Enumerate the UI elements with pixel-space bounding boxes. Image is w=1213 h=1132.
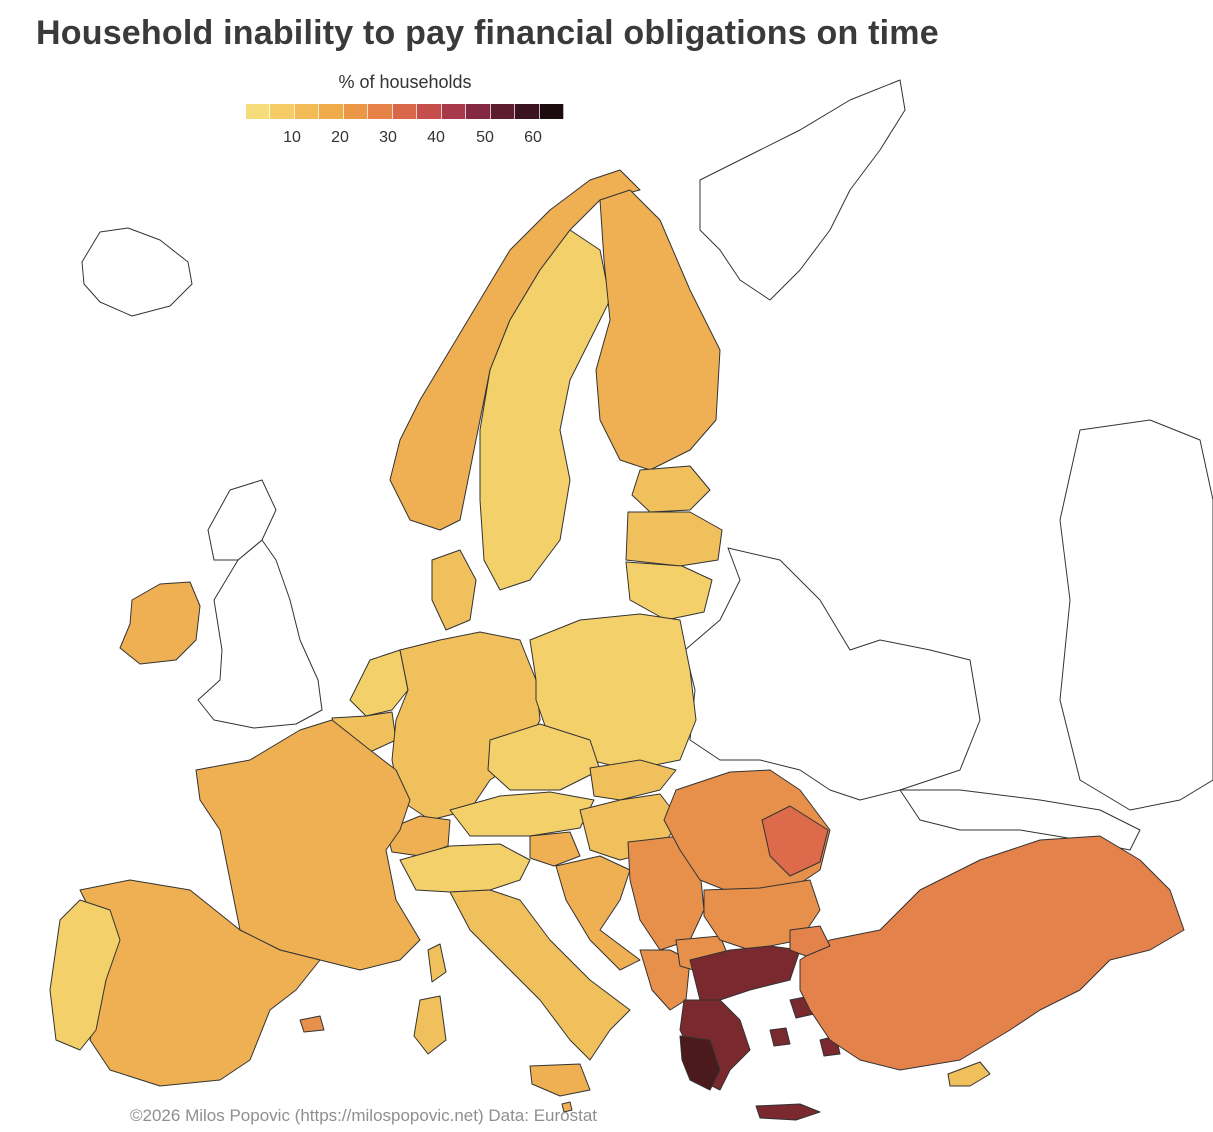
map-title: Household inability to pay financial obl… — [36, 14, 939, 52]
region-russia-north — [699, 79, 906, 301]
legend-tick: 10 — [283, 129, 301, 146]
region-croatia — [555, 855, 641, 971]
legend-swatch — [392, 104, 418, 119]
region-lithuania — [625, 561, 713, 621]
legend-swatch — [441, 104, 467, 119]
region-latvia — [625, 511, 723, 567]
legend-tick: 20 — [331, 129, 349, 146]
region-slovakia — [589, 759, 677, 801]
region-iceland — [81, 227, 193, 317]
region-romania-southeast — [761, 805, 829, 877]
region-germany — [391, 631, 541, 821]
region-slovenia — [529, 831, 581, 867]
region-cyprus — [947, 1061, 991, 1087]
region-ireland — [119, 581, 201, 665]
region-sardinia — [413, 995, 447, 1055]
region-estonia — [631, 465, 711, 513]
legend-swatch — [270, 104, 295, 119]
legend-swatch — [490, 104, 516, 119]
legend-tick: 30 — [379, 129, 397, 146]
region-balearic — [299, 1015, 325, 1033]
region-malta — [561, 1101, 573, 1113]
region-uk — [197, 539, 323, 729]
region-turkey-europe — [789, 925, 831, 957]
legend-swatch — [466, 104, 491, 119]
region-sweden — [479, 229, 611, 591]
region-caucasus-nodata — [899, 789, 1141, 851]
legend-swatch — [368, 104, 393, 119]
region-czechia — [487, 723, 601, 791]
legend-swatch — [515, 104, 540, 119]
region-netherlands — [349, 649, 409, 717]
legend-tick: 40 — [427, 129, 445, 146]
region-sicily — [529, 1063, 591, 1097]
region-italy-north — [399, 843, 531, 893]
legend-swatch — [417, 104, 442, 119]
region-finland — [595, 189, 721, 471]
region-scotland — [207, 479, 277, 561]
legend-swatch — [343, 104, 369, 119]
legend-swatch — [294, 104, 320, 119]
legend-swatch — [539, 104, 565, 119]
legend-swatch — [319, 104, 344, 119]
legend-swatch — [246, 104, 271, 119]
region-italy-peninsula — [449, 889, 631, 1061]
region-denmark — [431, 549, 477, 631]
region-corsica — [427, 943, 447, 983]
region-east-nodata — [684, 547, 981, 801]
region-crete — [755, 1103, 821, 1121]
legend-color-bar — [246, 104, 565, 119]
region-poland — [529, 613, 697, 771]
region-turkey — [799, 835, 1185, 1071]
legend-title: % of households — [338, 72, 472, 92]
region-far-east-nodata — [1059, 419, 1213, 811]
legend-tick: 60 — [524, 129, 542, 146]
region-portugal — [49, 899, 121, 1051]
credit-text: ©2026 Milos Popovic (https://milospopovi… — [130, 1106, 598, 1125]
region-switzerland — [385, 815, 451, 857]
legend-tick: 50 — [476, 129, 494, 146]
region-greece-peloponnese — [679, 1035, 721, 1091]
region-france — [195, 719, 421, 971]
